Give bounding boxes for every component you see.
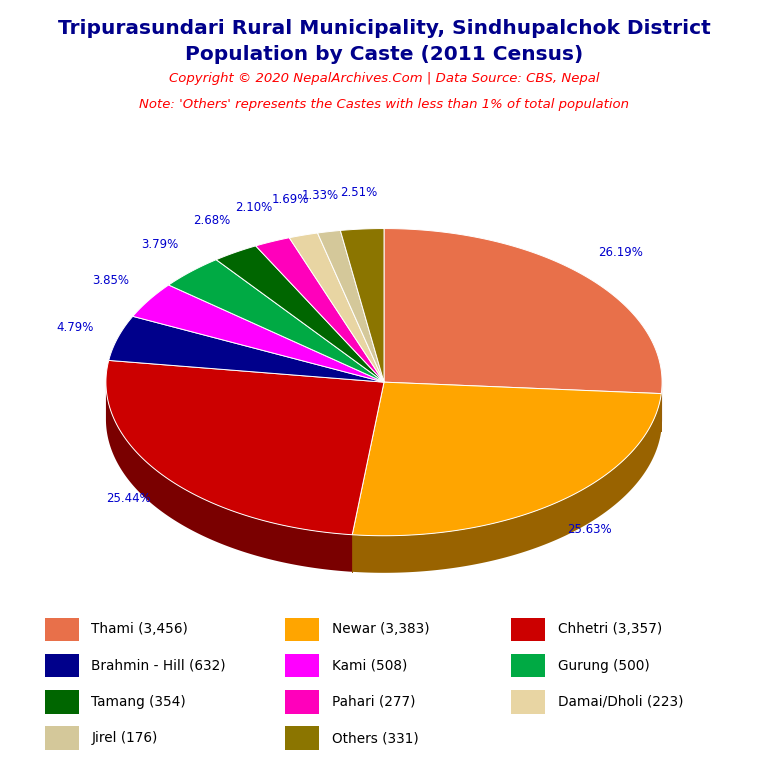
- Text: Jirel (176): Jirel (176): [91, 731, 158, 745]
- Text: 3.79%: 3.79%: [141, 238, 178, 251]
- Text: Gurung (500): Gurung (500): [558, 659, 650, 673]
- Polygon shape: [384, 229, 662, 393]
- Text: Kami (508): Kami (508): [332, 659, 407, 673]
- Polygon shape: [353, 393, 661, 573]
- Polygon shape: [290, 233, 384, 382]
- Text: Note: 'Others' represents the Castes with less than 1% of total population: Note: 'Others' represents the Castes wit…: [139, 98, 629, 111]
- Polygon shape: [340, 229, 384, 382]
- Text: 25.44%: 25.44%: [106, 492, 151, 505]
- Polygon shape: [317, 230, 384, 382]
- Text: 3.85%: 3.85%: [92, 273, 130, 286]
- Text: Copyright © 2020 NepalArchives.Com | Data Source: CBS, Nepal: Copyright © 2020 NepalArchives.Com | Dat…: [169, 72, 599, 85]
- Text: Chhetri (3,357): Chhetri (3,357): [558, 622, 662, 637]
- Polygon shape: [106, 360, 384, 535]
- Text: Thami (3,456): Thami (3,456): [91, 622, 188, 637]
- Polygon shape: [256, 238, 384, 382]
- Text: 2.51%: 2.51%: [340, 186, 377, 199]
- Text: Tamang (354): Tamang (354): [91, 695, 186, 709]
- FancyBboxPatch shape: [285, 617, 319, 641]
- Text: Tripurasundari Rural Municipality, Sindhupalchok District: Tripurasundari Rural Municipality, Sindh…: [58, 19, 710, 38]
- FancyBboxPatch shape: [45, 690, 79, 713]
- FancyBboxPatch shape: [511, 654, 545, 677]
- FancyBboxPatch shape: [285, 690, 319, 713]
- Text: Population by Caste (2011 Census): Population by Caste (2011 Census): [185, 45, 583, 64]
- Text: Damai/Dholi (223): Damai/Dholi (223): [558, 695, 684, 709]
- Text: Others (331): Others (331): [332, 731, 419, 745]
- Text: 4.79%: 4.79%: [56, 321, 94, 333]
- Text: 26.19%: 26.19%: [598, 246, 644, 259]
- Polygon shape: [216, 246, 384, 382]
- Text: 2.68%: 2.68%: [193, 214, 230, 227]
- Text: 1.33%: 1.33%: [301, 189, 339, 202]
- FancyBboxPatch shape: [45, 654, 79, 677]
- Text: 25.63%: 25.63%: [568, 522, 612, 535]
- Text: Pahari (277): Pahari (277): [332, 695, 415, 709]
- FancyBboxPatch shape: [45, 727, 79, 750]
- Text: Brahmin - Hill (632): Brahmin - Hill (632): [91, 659, 226, 673]
- FancyBboxPatch shape: [511, 617, 545, 641]
- Polygon shape: [353, 382, 661, 536]
- FancyBboxPatch shape: [285, 654, 319, 677]
- FancyBboxPatch shape: [285, 727, 319, 750]
- FancyBboxPatch shape: [45, 617, 79, 641]
- Text: Newar (3,383): Newar (3,383): [332, 622, 429, 637]
- Polygon shape: [169, 260, 384, 382]
- Text: 1.69%: 1.69%: [272, 194, 309, 206]
- Polygon shape: [661, 383, 662, 431]
- FancyBboxPatch shape: [511, 690, 545, 713]
- Polygon shape: [109, 316, 384, 382]
- Polygon shape: [106, 383, 353, 572]
- Polygon shape: [133, 285, 384, 382]
- Text: 2.10%: 2.10%: [236, 201, 273, 214]
